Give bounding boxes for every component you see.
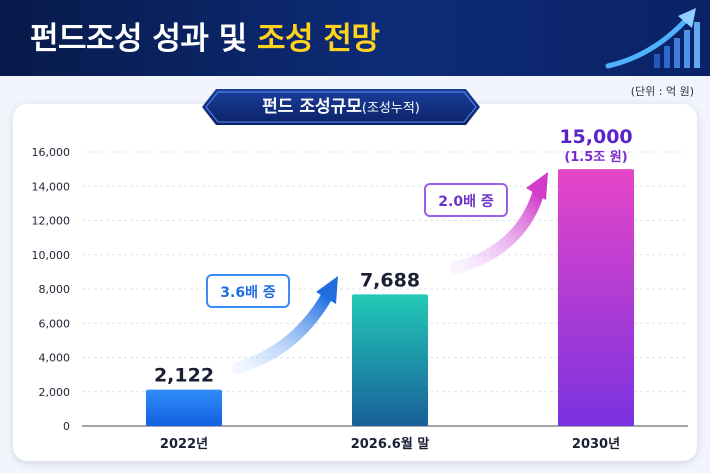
data-sublabel: (1.5조 원) [564,150,627,165]
page-title-highlight: 조성 전망 [257,21,380,57]
chart-title-sub: (조성누적) [361,101,420,116]
y-tick-label: 0 [63,420,70,433]
growth-arrow-1-head [316,276,338,304]
bar-2 [352,294,428,426]
y-tick-label: 12,000 [32,215,71,228]
y-tick-label: 2,000 [39,386,71,399]
growth-arrow-2 [450,188,544,274]
growth-callout-2: 2.0배 증 [424,183,508,217]
y-tick-label: 8,000 [39,283,71,296]
page-title-main: 펀드조성 성과 및 [30,21,258,57]
unit-note: (단위 : 억 원) [630,85,694,98]
x-tick-label: 2026.6월 말 [351,436,430,452]
x-tick-label: 2030년 [572,437,620,452]
bar-1 [146,389,222,426]
header-bar: 펀드조성 성과 및 조성 전망 [0,0,710,76]
page-title: 펀드조성 성과 및 조성 전망 [30,13,380,58]
chart-title-main: 펀드 조성규모 [262,97,362,117]
y-tick-label: 14,000 [32,180,71,193]
y-tick-label: 10,000 [32,249,71,262]
chart-title-banner: 펀드 조성규모(조성누적) [202,87,480,127]
chart-title: 펀드 조성규모(조성누적) [202,87,480,127]
y-tick-label: 16,000 [32,146,71,159]
y-tick-label: 4,000 [39,352,71,365]
growth-arrow-icon [605,8,700,69]
growth-callout-1: 3.6배 증 [206,274,290,308]
growth-arrow-2-head [526,172,548,200]
banner-shape [202,89,480,125]
y-tick-label: 6,000 [39,317,71,330]
data-label: 15,000 [559,126,632,148]
x-tick-label: 2022년 [160,437,208,452]
growth-arrow-1 [232,290,333,374]
data-label: 2,122 [154,365,214,387]
bar-3 [558,169,634,426]
data-label: 7,688 [360,269,420,291]
